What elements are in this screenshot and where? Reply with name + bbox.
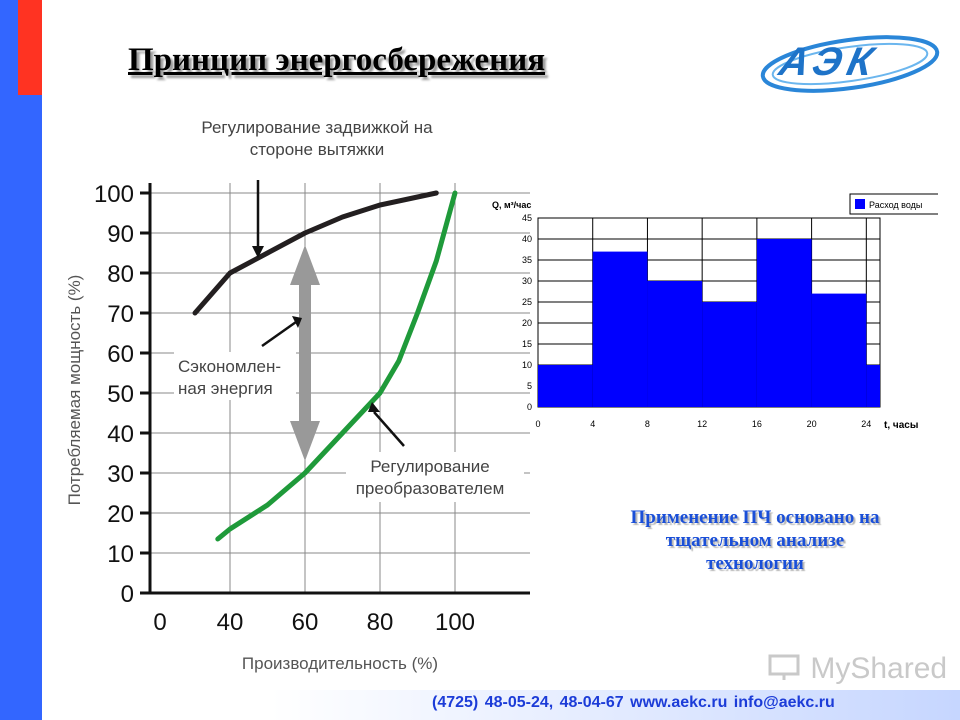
x-tick-label: 80 [367,609,394,636]
annotation-line: Сэкономлен- [178,357,281,376]
left-decor-bar [0,0,42,720]
annotation-line: Регулирование [370,457,489,476]
flow-bar [538,365,593,407]
vfd-label-bg [346,452,524,502]
flow-bar [592,251,648,407]
vfd-curve [215,190,458,542]
y-tick-label: 80 [107,261,134,288]
saved-energy-arrow-down [290,421,320,461]
annotation-line: ная энергия [178,379,273,398]
y-tick-label: 25 [522,297,532,307]
x-tick-label: 20 [807,419,817,429]
footer-band [42,690,960,720]
saved-energy-arrow-up [290,245,320,285]
presentation-icon [768,654,800,680]
x-tick-label: 60 [292,609,319,636]
flow-bar [811,293,867,407]
y-tick-label: 50 [107,381,134,408]
y-tick-label: 90 [107,221,134,248]
y-tick-label: 20 [522,318,532,328]
y-tick-label: 15 [522,339,532,349]
x-tick-label: 8 [645,419,650,429]
note-text: Применение ПЧ основано на тщательном ана… [570,506,940,575]
annotation-line: Регулирование задвижкой на [201,118,433,137]
y-tick-label: 70 [107,301,134,328]
y-tick-label: 35 [522,255,532,265]
y-axis-label: Q, м³/час [492,200,531,210]
y-tick-label: 0 [121,581,134,608]
left-accent-bar [18,0,42,95]
saved-pointer [261,320,297,348]
y-tick-label: 20 [107,501,134,528]
watermark: MyShared [768,652,947,686]
flow-bar [756,239,812,407]
y-tick-label: 40 [522,234,532,244]
saved-energy-annotation: Сэкономлен-ная энергия [178,357,281,398]
note-line: тщательном анализе [665,530,845,551]
flow-bar [866,365,880,407]
y-axis-label: Потребляемая мощность (%) [65,275,84,506]
water-flow-chart: 0 5 10 15 20 25 30 35 40 45 0 4 8 12 16 20 24 Q, м³/час t,… [492,193,938,431]
chart-legend: Расход воды [849,193,938,215]
vfd-pointer [373,411,405,447]
annotation-line: стороне вытяжки [250,140,385,159]
y-tick-label: 60 [107,341,134,368]
y-tick-label: 10 [107,541,134,568]
vfd-pointer-head [368,402,380,412]
footer-contacts: (4725) 48-05-24, 48-04-67 www.aekc.ru in… [432,694,835,711]
saved-energy-arrow-shaft [299,283,311,423]
saved-label-bg [174,352,296,400]
x-tick-label: 16 [752,419,762,429]
x-tick-label: 0 [153,609,166,636]
x-axis-label: Производительность (%) [242,654,438,673]
legend-box [849,193,938,215]
throttle-annotation: Регулирование задвижкой на стороне вытяжк… [201,118,433,159]
x-tick-label: 24 [861,419,871,429]
vfd-annotation: Регулирование преобразователем [356,457,505,498]
y-tick-label: 40 [107,421,134,448]
y-tick-label: 30 [522,276,532,286]
note-line: Применение ПЧ основано на [630,507,880,528]
x-tick-label: 40 [217,609,244,636]
legend-swatch [855,199,865,209]
watermark-text: MyShared [810,652,948,685]
y-tick-label: 100 [94,181,134,208]
note-line: технологии [706,553,804,574]
slide-title: Принцип энергосбережения [128,42,546,78]
y-tick-label: 10 [522,360,532,370]
logo-text: АЭК [775,40,884,84]
annotation-line: преобразователем [356,479,505,498]
x-tick-label: 0 [535,419,540,429]
flow-bar [647,281,703,407]
legend-label: Расход воды [869,200,922,210]
saved-pointer-head [292,316,302,328]
throttle-curve [192,190,439,316]
throttle-pointer-head [252,246,264,258]
flow-bar [702,302,757,407]
y-tick-label: 45 [522,213,532,223]
y-tick-label: 30 [107,461,134,488]
x-tick-label: 100 [435,609,475,636]
x-tick-label: 12 [697,419,707,429]
logo-swoosh-icon [760,35,940,93]
y-tick-label: 0 [527,402,532,412]
x-tick-label: 4 [590,419,595,429]
y-tick-label: 5 [527,381,532,391]
company-logo: АЭК [752,28,942,98]
x-axis-label: t, часы [884,420,918,431]
